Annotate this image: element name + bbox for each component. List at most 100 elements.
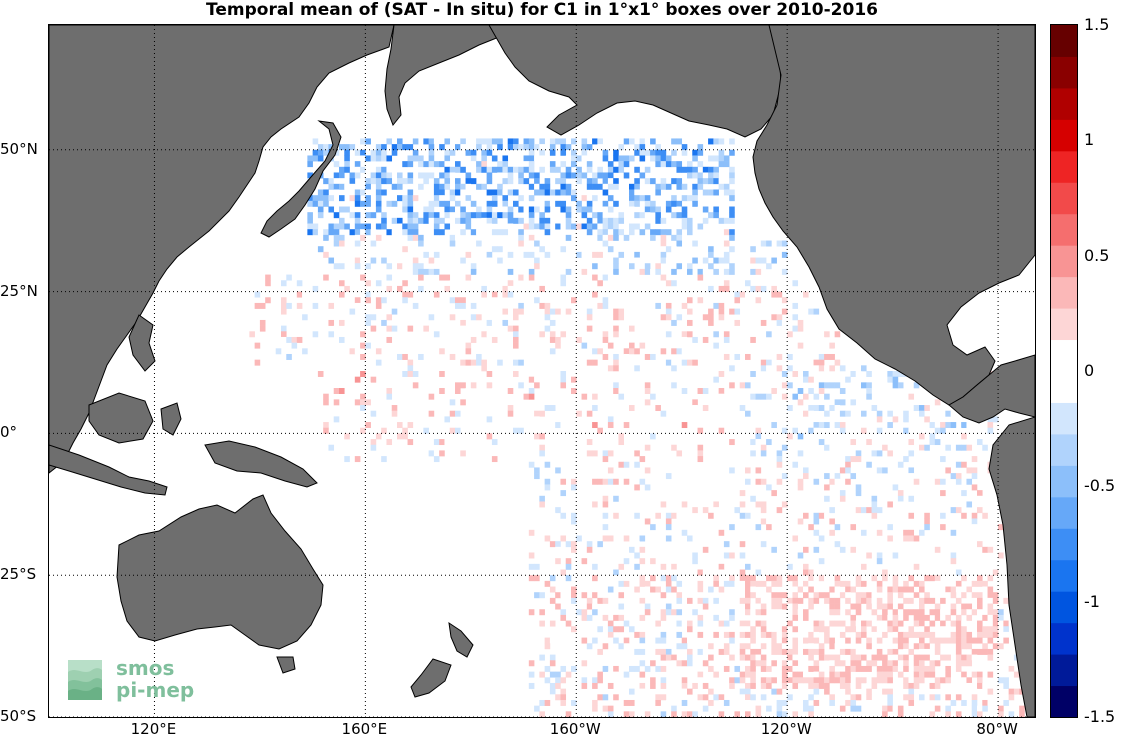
- data-cell: [729, 614, 735, 621]
- data-cell: [697, 597, 704, 604]
- data-cell: [613, 229, 619, 236]
- data-cell: [607, 291, 614, 298]
- data-cell: [423, 178, 429, 185]
- data-cell: [755, 478, 762, 485]
- data-cell: [913, 592, 920, 599]
- data-cell: [365, 178, 371, 185]
- data-cell: [913, 654, 920, 661]
- data-cell: [723, 524, 730, 531]
- data-cell: [845, 586, 851, 593]
- data-cell: [386, 325, 393, 332]
- data-cell: [829, 699, 835, 706]
- data-cell: [771, 603, 777, 610]
- data-cell: [412, 268, 419, 275]
- data-cell: [655, 268, 661, 275]
- data-cell: [818, 535, 825, 542]
- data-cell: [776, 365, 783, 372]
- data-cell: [592, 138, 598, 145]
- data-cell: [966, 609, 973, 616]
- data-cell: [597, 297, 603, 304]
- map-canvas[interactable]: [49, 25, 1035, 717]
- data-cell: [887, 677, 893, 684]
- data-cell: [708, 138, 714, 145]
- data-cell: [734, 297, 741, 304]
- data-cell: [460, 302, 466, 309]
- data-cell: [576, 563, 582, 570]
- data-cell: [866, 637, 872, 644]
- data-cell: [961, 660, 967, 667]
- data-cell: [813, 637, 820, 644]
- data-cell: [528, 609, 535, 616]
- data-cell: [571, 546, 577, 553]
- data-cell: [792, 643, 799, 650]
- data-cell: [882, 665, 888, 672]
- data-cell: [444, 274, 451, 281]
- data-cell: [692, 195, 698, 202]
- data-cell: [760, 620, 767, 627]
- data-cell: [803, 563, 809, 570]
- data-cell: [913, 677, 920, 684]
- data-cell: [549, 138, 556, 145]
- data-cell: [281, 325, 287, 332]
- data-cell: [465, 149, 472, 156]
- data-cell: [528, 552, 535, 559]
- data-cell: [629, 240, 635, 247]
- data-cell: [602, 149, 609, 156]
- data-cell: [818, 439, 825, 446]
- data-cell: [491, 302, 498, 309]
- data-cell: [839, 677, 846, 684]
- data-cell: [908, 478, 915, 485]
- data-cell: [750, 257, 756, 264]
- data-cell: [660, 609, 667, 616]
- data-cell: [491, 274, 498, 281]
- data-cell: [339, 336, 345, 343]
- data-cell: [887, 501, 893, 508]
- data-cell: [655, 637, 661, 644]
- data-cell: [755, 285, 762, 292]
- data-cell: [513, 325, 519, 332]
- data-cell: [813, 308, 820, 315]
- data-cell: [602, 240, 609, 247]
- data-cell: [687, 410, 693, 417]
- data-cell: [808, 405, 814, 412]
- data-cell: [871, 507, 878, 514]
- data-cell: [718, 178, 725, 185]
- data-cell: [444, 223, 451, 230]
- data-cell: [850, 699, 857, 706]
- data-cell: [766, 240, 772, 247]
- data-cell: [560, 694, 567, 701]
- data-cell: [845, 688, 851, 695]
- data-cell: [771, 490, 777, 497]
- data-cell: [360, 331, 366, 338]
- data-cell: [549, 637, 556, 644]
- data-cell: [797, 671, 804, 678]
- data-cell: [344, 183, 350, 190]
- data-cell: [903, 580, 909, 587]
- data-cell: [534, 575, 540, 582]
- data-cell: [971, 637, 978, 644]
- data-cell: [729, 189, 735, 196]
- colorbar-swatch: [1051, 56, 1077, 89]
- data-cell: [613, 308, 619, 315]
- data-cell: [560, 376, 567, 383]
- data-cell: [792, 461, 799, 468]
- data-cell: [375, 223, 382, 230]
- data-cell: [607, 268, 614, 275]
- data-cell: [966, 467, 973, 474]
- data-cell: [655, 631, 661, 638]
- data-cell: [655, 512, 661, 519]
- data-cell: [903, 614, 909, 621]
- data-cell: [491, 166, 498, 173]
- data-cell: [386, 166, 393, 173]
- data-cell: [760, 365, 767, 372]
- map-panel[interactable]: [48, 24, 1036, 718]
- colorbar: [1050, 24, 1078, 718]
- data-cell: [428, 172, 435, 179]
- data-cell: [681, 711, 688, 717]
- data-cell: [455, 297, 461, 304]
- data-cell: [876, 552, 883, 559]
- data-cell: [565, 297, 572, 304]
- data-cell: [671, 268, 677, 275]
- data-cell: [982, 586, 988, 593]
- data-cell: [813, 665, 820, 672]
